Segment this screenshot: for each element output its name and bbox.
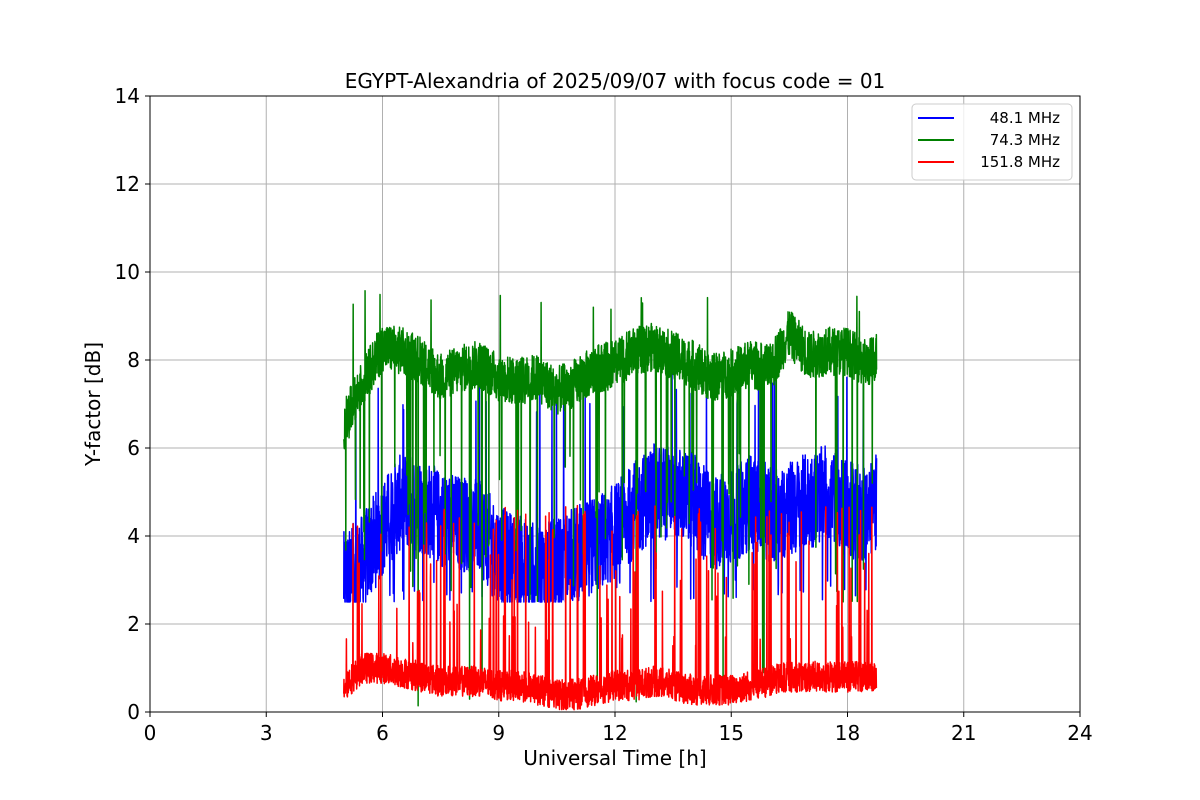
legend-label: 151.8 MHz [980, 153, 1060, 171]
chart-title: EGYPT-Alexandria of 2025/09/07 with focu… [345, 69, 886, 93]
x-axis: 0 3 6 9 12 15 18 21 24 [144, 712, 1093, 745]
series-group [343, 289, 878, 711]
x-tick-label: 24 [1067, 721, 1092, 745]
y-tick-label: 10 [115, 260, 140, 284]
y-tick-label: 14 [115, 84, 140, 108]
legend: 48.1 MHz 74.3 MHz 151.8 MHz [911, 103, 1073, 181]
series-line [343, 371, 878, 603]
legend-label: 74.3 MHz [990, 131, 1060, 149]
y-axis-label: Y-factor [dB] [81, 342, 105, 467]
series-line [343, 289, 878, 707]
x-tick-label: 21 [951, 721, 976, 745]
x-tick-label: 12 [602, 721, 627, 745]
y-axis: 0 2 4 6 8 10 12 14 [115, 84, 150, 724]
x-tick-label: 3 [260, 721, 273, 745]
y-tick-label: 8 [127, 348, 140, 372]
y-tick-label: 0 [127, 700, 140, 724]
y-tick-label: 6 [127, 436, 140, 460]
x-tick-label: 6 [376, 721, 389, 745]
y-tick-label: 2 [127, 612, 140, 636]
x-tick-label: 9 [492, 721, 505, 745]
x-tick-label: 0 [144, 721, 157, 745]
y-tick-label: 12 [115, 172, 140, 196]
x-tick-label: 18 [835, 721, 860, 745]
legend-label: 48.1 MHz [990, 109, 1060, 127]
series-line [343, 504, 878, 711]
x-axis-label: Universal Time [h] [523, 746, 706, 770]
y-tick-label: 4 [127, 524, 140, 548]
x-tick-label: 15 [719, 721, 744, 745]
